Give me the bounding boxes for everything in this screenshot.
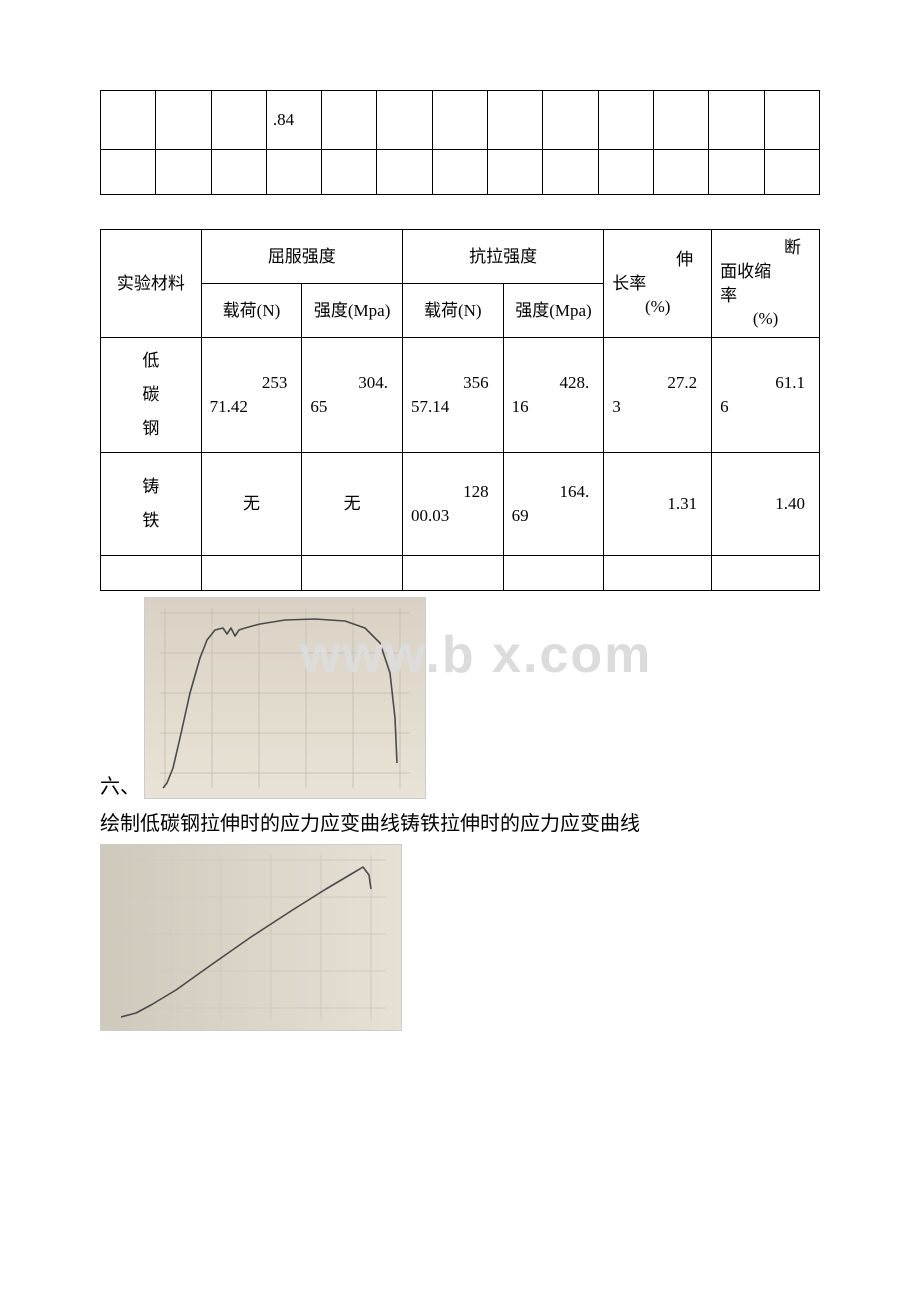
t1-cell [598, 91, 653, 150]
empty-cell [712, 556, 820, 591]
empty-cell [503, 556, 604, 591]
table-fragment-top: .84 [100, 90, 820, 195]
results-table: 实验材料 屈服强度 抗拉强度 伸 长率 (%) 断 面收缩 率 (%) 载荷(N… [100, 229, 820, 591]
empty-cell [302, 556, 403, 591]
col-tensile: 抗拉强度 [402, 230, 603, 284]
t1-cell [156, 150, 211, 195]
row-elong: 1.31 [604, 453, 712, 556]
row-tensile-load: 12800.03 [402, 453, 503, 556]
row-tensile-strength: 428.16 [503, 338, 604, 453]
col-material: 实验材料 [101, 230, 202, 338]
row-yield-load: 无 [201, 453, 302, 556]
t1-cell [488, 91, 543, 150]
t1-cell [101, 91, 156, 150]
t1-cell [211, 91, 266, 150]
t1-cell [543, 91, 598, 150]
t1-cell [377, 91, 432, 150]
row-reduction: 1.40 [712, 453, 820, 556]
t1-cell [101, 150, 156, 195]
stress-strain-chart-castiron [100, 844, 402, 1031]
t1-cell [764, 91, 819, 150]
row-tensile-strength: 164.69 [503, 453, 604, 556]
t1-cell [653, 150, 708, 195]
t1-cell [156, 91, 211, 150]
col-reduction: 断 面收缩 率 (%) [712, 230, 820, 338]
t1-cell: .84 [266, 91, 321, 150]
row-yield-strength: 无 [302, 453, 403, 556]
row-reduction: 61.16 [712, 338, 820, 453]
t1-cell [432, 91, 487, 150]
col-yield: 屈服强度 [201, 230, 402, 284]
t1-cell [488, 150, 543, 195]
row-material: 铸铁 [101, 453, 202, 556]
empty-cell [101, 556, 202, 591]
col-yield-strength: 强度(Mpa) [302, 284, 403, 338]
t1-cell [543, 150, 598, 195]
t1-cell [322, 150, 377, 195]
empty-cell [402, 556, 503, 591]
empty-cell [201, 556, 302, 591]
t1-cell [211, 150, 266, 195]
t1-cell [377, 150, 432, 195]
stress-strain-chart-steel [144, 597, 426, 799]
row-elong: 27.23 [604, 338, 712, 453]
section-number: 六、 [100, 770, 140, 799]
t1-cell [598, 150, 653, 195]
row-yield-load: 25371.42 [201, 338, 302, 453]
col-yield-load: 载荷(N) [201, 284, 302, 338]
t1-cell [709, 91, 764, 150]
t1-cell [709, 150, 764, 195]
row-tensile-load: 35657.14 [402, 338, 503, 453]
figure-caption: 绘制低碳钢拉伸时的应力应变曲线铸铁拉伸时的应力应变曲线 [100, 807, 820, 836]
row-material: 低碳钢 [101, 338, 202, 453]
col-elongation: 伸 长率 (%) [604, 230, 712, 338]
col-tensile-strength: 强度(Mpa) [503, 284, 604, 338]
t1-cell [653, 91, 708, 150]
empty-cell [604, 556, 712, 591]
t1-cell [322, 91, 377, 150]
t1-cell [266, 150, 321, 195]
t1-cell [432, 150, 487, 195]
col-tensile-load: 载荷(N) [402, 284, 503, 338]
t1-cell [764, 150, 819, 195]
row-yield-strength: 304.65 [302, 338, 403, 453]
